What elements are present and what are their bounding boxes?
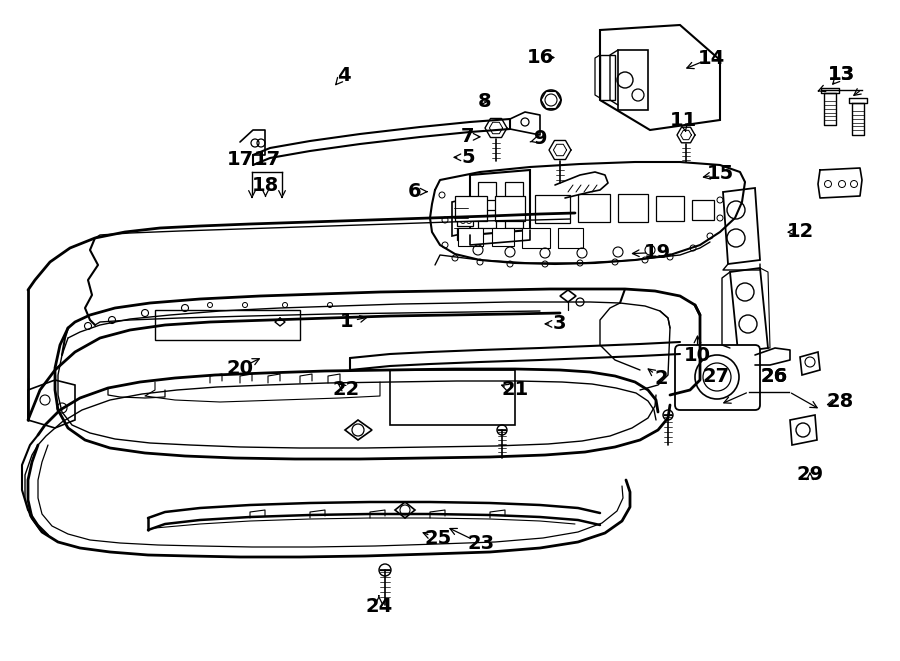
Text: 14: 14 (698, 49, 724, 67)
Text: 1: 1 (339, 313, 354, 331)
Bar (457, 228, 473, 240)
Text: 15: 15 (706, 165, 733, 183)
Polygon shape (28, 380, 75, 428)
Text: 13: 13 (828, 65, 855, 84)
Bar (600, 55, 615, 100)
Text: 25: 25 (425, 529, 452, 548)
Bar (505, 182, 523, 200)
Polygon shape (730, 268, 768, 352)
Bar (478, 210, 496, 228)
Bar (578, 194, 610, 222)
Text: 16: 16 (527, 48, 554, 67)
Bar (618, 50, 648, 110)
Text: 12: 12 (787, 222, 814, 241)
Bar (495, 196, 525, 221)
Polygon shape (452, 198, 470, 236)
Text: 27: 27 (703, 368, 730, 386)
Text: 13: 13 (828, 65, 855, 84)
Bar (505, 210, 523, 228)
Bar (692, 200, 714, 220)
Bar (458, 228, 483, 246)
Text: 17: 17 (254, 150, 281, 169)
Text: 26: 26 (760, 368, 788, 386)
Text: 11: 11 (670, 111, 697, 130)
Bar (155, 310, 300, 340)
Bar (457, 214, 473, 226)
Polygon shape (560, 290, 576, 302)
Text: 19: 19 (644, 243, 670, 262)
Text: 9: 9 (535, 130, 547, 148)
Polygon shape (790, 415, 817, 445)
Text: 5: 5 (461, 148, 475, 167)
Polygon shape (723, 188, 760, 264)
Polygon shape (395, 502, 415, 518)
Bar (455, 196, 487, 221)
Bar (390, 370, 515, 425)
Text: 23: 23 (467, 534, 494, 553)
Text: 8: 8 (477, 92, 491, 110)
Text: 26: 26 (760, 368, 788, 386)
Text: 29: 29 (796, 465, 824, 484)
Bar (492, 228, 514, 246)
Text: 4: 4 (337, 66, 351, 85)
Text: 22: 22 (333, 381, 360, 399)
Text: 20: 20 (227, 359, 254, 377)
Text: 21: 21 (501, 381, 528, 399)
Bar (558, 228, 583, 248)
Text: 17: 17 (227, 150, 254, 169)
FancyBboxPatch shape (675, 345, 760, 410)
Text: 10: 10 (684, 346, 711, 365)
Text: 18: 18 (252, 176, 279, 194)
Polygon shape (345, 420, 372, 440)
Text: 6: 6 (408, 182, 422, 201)
Text: 3: 3 (553, 315, 567, 333)
Bar (522, 228, 550, 248)
Text: 28: 28 (826, 392, 853, 410)
Bar (478, 182, 496, 200)
Bar (618, 194, 648, 222)
Text: 2: 2 (654, 369, 669, 388)
Polygon shape (800, 352, 820, 375)
Text: 24: 24 (365, 598, 392, 616)
Polygon shape (600, 25, 720, 130)
Bar (535, 195, 570, 223)
Polygon shape (470, 170, 530, 235)
Bar (656, 196, 684, 221)
Text: 7: 7 (461, 128, 474, 146)
